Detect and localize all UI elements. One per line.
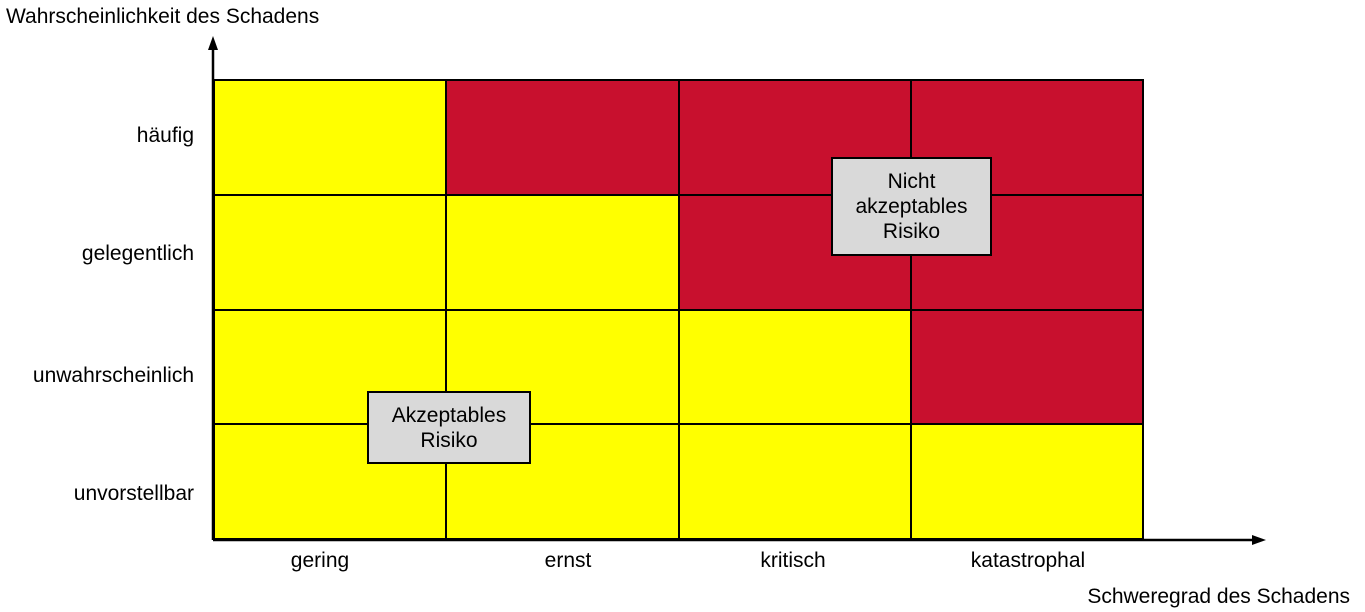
matrix-cell-acceptable	[213, 81, 446, 196]
risk-matrix	[213, 79, 1144, 540]
matrix-cell-acceptable	[909, 425, 1142, 540]
matrix-cell-acceptable	[677, 425, 910, 540]
callout-acceptable-risk: Akzeptables Risiko	[367, 391, 531, 464]
row-label-unwahrscheinlich: unwahrscheinlich	[32, 364, 194, 387]
y-axis-arrow	[208, 36, 218, 50]
matrix-cell-acceptable	[445, 195, 678, 311]
callout-acceptable-line-2: Risiko	[420, 428, 478, 452]
callout-unacceptable-line-2: akzeptables	[855, 195, 968, 218]
col-label-ernst: ernst	[544, 549, 592, 572]
callout-unacceptable-line-3: Risiko	[882, 220, 941, 243]
col-label-kritisch: kritisch	[760, 549, 826, 572]
col-label-katastrophal: katastrophal	[970, 549, 1086, 572]
x-axis-arrow	[1252, 535, 1266, 545]
matrix-cell-unacceptable	[445, 81, 678, 196]
callout-unacceptable-line-1: Nicht	[887, 170, 936, 193]
row-label-haeufig: häufig	[136, 124, 194, 147]
row-label-gelegentlich: gelegentlich	[81, 242, 194, 265]
y-axis-title: Wahrscheinlichkeit des Schadens	[6, 5, 320, 28]
col-label-gering: gering	[290, 549, 350, 572]
x-axis-title: Schweregrad des Schadens	[1087, 585, 1350, 608]
matrix-cell-unacceptable	[909, 310, 1142, 426]
row-label-unvorstellbar: unvorstellbar	[73, 482, 194, 505]
matrix-cell-acceptable	[677, 310, 910, 426]
matrix-cell-acceptable	[213, 195, 446, 311]
callout-acceptable-line-1: Akzeptables	[391, 403, 507, 427]
callout-unacceptable-risk: Nicht akzeptables Risiko	[831, 157, 992, 256]
